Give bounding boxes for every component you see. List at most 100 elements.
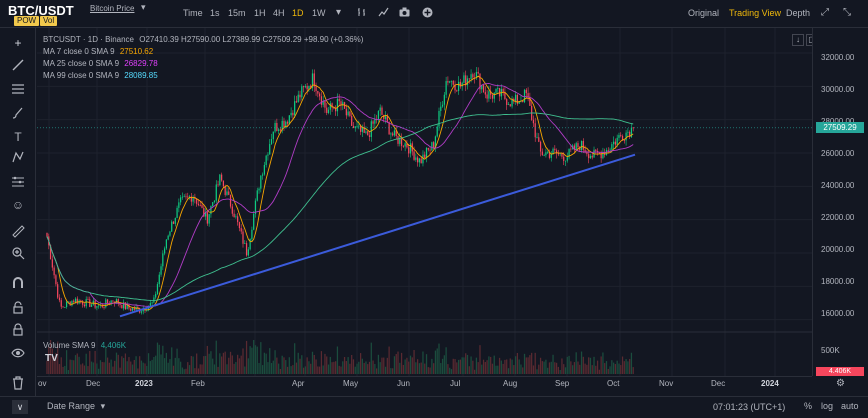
tab-original[interactable]: Original (688, 8, 720, 18)
candle-body (85, 299, 87, 307)
zoom-in-icon[interactable] (8, 246, 28, 264)
utc-clock[interactable]: 07:01:23 (UTC+1) (713, 402, 786, 412)
candle-body (514, 94, 517, 102)
candle-body (525, 89, 527, 94)
candle-body (555, 150, 558, 154)
date-range-label: Date Range (47, 401, 96, 411)
volume-bar (422, 351, 424, 374)
timeframe-1w[interactable]: 1W (312, 8, 326, 18)
candle-body (618, 135, 620, 138)
timeframe-time[interactable]: Time (183, 8, 203, 18)
volume-bar (295, 362, 298, 374)
chart-type-icon[interactable] (357, 7, 367, 20)
timeframe-1h[interactable]: 1H (254, 8, 266, 18)
magnet-icon[interactable] (8, 276, 28, 294)
volume-bar (299, 358, 301, 374)
volume-bar (71, 359, 73, 374)
trendline-tool-icon[interactable] (8, 58, 28, 76)
volume-bar (529, 355, 531, 374)
expand-icon[interactable]: ⤡ (843, 7, 851, 18)
percent-scale-toggle[interactable]: % (804, 401, 813, 411)
candle-body (527, 93, 529, 97)
collapse-panel-icon[interactable]: ∨ (12, 400, 28, 414)
candle-body (288, 115, 290, 124)
candle-body (128, 304, 130, 309)
volume-bar (352, 359, 355, 374)
support-trendline (119, 153, 636, 318)
more-timeframes-icon[interactable]: ▾ (336, 7, 342, 18)
add-icon[interactable] (422, 7, 433, 21)
volume-bar (370, 342, 372, 374)
log-scale-toggle[interactable]: log (821, 401, 834, 411)
volume-bar (612, 362, 615, 374)
candle-body (570, 148, 572, 150)
volume-bar (228, 357, 230, 374)
download-icon[interactable]: ↓ (792, 34, 804, 46)
camera-icon[interactable] (399, 7, 410, 20)
tab-trading-view[interactable]: Trading View (729, 8, 782, 18)
volume-bar (58, 364, 61, 374)
volume-bar (406, 357, 408, 374)
volume-bar (609, 366, 611, 374)
candlestick-chart[interactable] (37, 28, 812, 376)
candle-body (445, 81, 447, 95)
volume-bar (408, 361, 410, 374)
volume-bar (288, 357, 290, 374)
ma7-legend: MA 7 close 0 SMA 9 27510.62 (43, 46, 363, 58)
date-range-button[interactable]: Date Range ▾ (47, 401, 105, 412)
candle-body (345, 108, 347, 116)
horizontal-lines-icon[interactable] (8, 82, 28, 100)
volume-bar (575, 352, 577, 374)
volume-bar (137, 368, 139, 374)
lock-drawing-icon[interactable] (8, 300, 28, 318)
pattern-tool-icon[interactable] (8, 150, 28, 168)
fullscreen-icon[interactable]: ⤢ (821, 7, 829, 18)
candle-body (623, 140, 625, 142)
candle-body (96, 306, 98, 308)
tab-depth[interactable]: Depth (786, 8, 811, 18)
candle-body (513, 98, 515, 102)
prediction-tool-icon[interactable] (8, 174, 28, 192)
candle-body (356, 126, 358, 128)
brush-icon[interactable] (8, 106, 28, 124)
lock-icon[interactable] (8, 322, 28, 340)
emoji-icon[interactable]: ☺ (11, 198, 25, 212)
eye-icon[interactable] (8, 346, 28, 364)
candle-body (557, 153, 560, 155)
candle-body (404, 143, 406, 147)
timeframe-15m[interactable]: 15m (228, 8, 246, 18)
volume-bar (217, 366, 219, 374)
volume-bar (616, 360, 618, 374)
text-tool-icon[interactable]: T (14, 130, 22, 144)
candle-body (256, 190, 258, 201)
bitcoin-price-link[interactable]: Bitcoin Price (90, 4, 135, 13)
price-axis[interactable]: 32000.00 30000.00 28000.00 26000.00 2400… (812, 28, 868, 376)
symbol-title[interactable]: BTC/USDT (8, 3, 74, 18)
ruler-icon[interactable] (8, 224, 28, 242)
price-tick: 30000.00 (821, 85, 855, 94)
candle-body (281, 120, 283, 131)
time-tick: Jul (450, 379, 461, 388)
trash-icon[interactable] (8, 376, 28, 394)
candle-body (238, 222, 241, 229)
crosshair-icon[interactable]: + (14, 36, 22, 50)
volume-bar (347, 357, 349, 374)
indicators-icon[interactable] (378, 7, 389, 20)
settings-gear-icon[interactable]: ⚙ (836, 378, 845, 389)
time-axis[interactable]: ov Dec 2023 Feb Apr May Jun Jul Aug Sep … (37, 376, 812, 390)
volume-bar (342, 361, 344, 374)
volume-bar (420, 362, 422, 374)
candle-body (607, 149, 609, 151)
candle-body (584, 149, 586, 153)
auto-scale-toggle[interactable]: auto (841, 401, 859, 411)
volume-bar (242, 348, 244, 374)
timeframe-4h[interactable]: 4H (273, 8, 285, 18)
volume-bar (527, 357, 529, 374)
timeframe-1d[interactable]: 1D (292, 8, 304, 18)
timeframe-1s[interactable]: 1s (210, 8, 220, 18)
menu-icon[interactable]: ▾ (141, 2, 146, 12)
chart-canvas[interactable] (37, 28, 812, 376)
candle-body (226, 191, 228, 195)
candle-body (276, 123, 278, 131)
price-tick: 28000.00 (821, 117, 854, 126)
